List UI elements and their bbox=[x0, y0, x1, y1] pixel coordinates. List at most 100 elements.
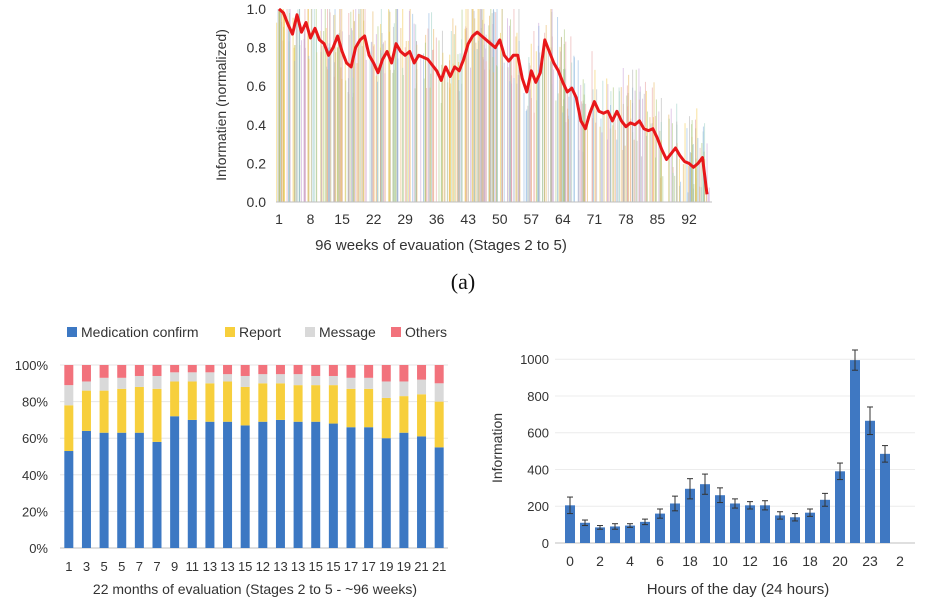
legend-swatch bbox=[305, 327, 315, 337]
stacked-segment-message bbox=[346, 377, 356, 389]
y-tick-label: 40% bbox=[22, 468, 48, 483]
stacked-segment-medication-confirm bbox=[152, 441, 162, 548]
stacked-segment-others bbox=[293, 365, 303, 375]
hour-bar bbox=[595, 527, 605, 543]
stacked-segment-report bbox=[328, 385, 338, 424]
y-tick-label: 0.4 bbox=[247, 117, 267, 133]
stacked-segment-others bbox=[328, 365, 338, 376]
stacked-segment-report bbox=[275, 383, 285, 420]
chart-c-x-axis-label: Hours of the day (24 hours) bbox=[647, 581, 830, 598]
x-tick-label: 8 bbox=[307, 211, 315, 227]
hour-bar bbox=[565, 505, 575, 543]
hour-bar bbox=[865, 420, 875, 543]
figure-caption-a: (a) bbox=[451, 269, 475, 294]
x-tick-label: 85 bbox=[650, 211, 666, 227]
hour-bar bbox=[835, 471, 845, 543]
y-tick-label: 0.0 bbox=[247, 194, 267, 210]
x-tick-label: 92 bbox=[681, 211, 697, 227]
stacked-segment-report bbox=[152, 388, 162, 442]
stacked-segment-medication-confirm bbox=[399, 432, 409, 548]
y-tick-label: 100% bbox=[15, 358, 49, 373]
stacked-segment-others bbox=[417, 365, 427, 380]
chart-c-y-axis-label: Information bbox=[489, 413, 505, 483]
x-tick-label: 15 bbox=[326, 559, 340, 574]
stacked-segment-message bbox=[223, 374, 233, 382]
y-tick-label: 200 bbox=[527, 499, 549, 514]
stacked-segment-message bbox=[99, 377, 109, 391]
stacked-segment-medication-confirm bbox=[381, 438, 391, 548]
stacked-segment-medication-confirm bbox=[187, 419, 197, 548]
stacked-segment-others bbox=[381, 365, 391, 382]
stacked-segment-message bbox=[81, 381, 91, 391]
stacked-segment-report bbox=[399, 396, 409, 433]
y-tick-label: 0% bbox=[29, 541, 48, 556]
stacked-segment-medication-confirm bbox=[81, 430, 91, 548]
stacked-segment-medication-confirm bbox=[258, 421, 268, 548]
stacked-segment-others bbox=[240, 365, 250, 376]
x-tick-label: 13 bbox=[291, 559, 305, 574]
stacked-segment-medication-confirm bbox=[99, 432, 109, 548]
stacked-segment-others bbox=[223, 365, 233, 375]
x-tick-label: 4 bbox=[626, 553, 634, 569]
stacked-segment-medication-confirm bbox=[328, 423, 338, 548]
stacked-segment-report bbox=[99, 390, 109, 433]
stacked-segment-report bbox=[434, 401, 444, 448]
x-tick-label: 1 bbox=[65, 559, 72, 574]
legend-label: Medication confirm bbox=[81, 324, 199, 340]
hour-bar bbox=[715, 495, 725, 543]
stacked-segment-report bbox=[81, 390, 91, 431]
x-tick-label: 22 bbox=[366, 211, 382, 227]
y-tick-label: 60% bbox=[22, 431, 48, 446]
stacked-segment-message bbox=[434, 383, 444, 402]
hour-bar bbox=[730, 503, 740, 543]
stacked-segment-report bbox=[64, 405, 74, 452]
stacked-segment-others bbox=[346, 365, 356, 378]
chart-a-axes: 0.0 0.2 0.4 0.6 0.8 1.0 1 8 15 22 29 36 43 50 57 64 71 78… bbox=[247, 1, 712, 227]
hour-bar bbox=[700, 484, 710, 543]
stacked-segment-message bbox=[64, 385, 74, 406]
x-tick-label: 3 bbox=[83, 559, 90, 574]
y-tick-label: 0.2 bbox=[247, 155, 267, 171]
x-tick-label: 43 bbox=[460, 211, 476, 227]
chart-b-legend: Medication confirm Report Message Others bbox=[67, 324, 447, 340]
x-tick-label: 18 bbox=[682, 553, 698, 569]
y-tick-label: 20% bbox=[22, 504, 48, 519]
chart-a-y-axis-label: Informatien (normalized) bbox=[213, 29, 229, 181]
stacked-segment-report bbox=[417, 394, 427, 437]
x-tick-label: 2 bbox=[896, 553, 904, 569]
stacked-segment-message bbox=[134, 375, 144, 387]
x-tick-label: 11 bbox=[186, 559, 200, 574]
stacked-segment-medication-confirm bbox=[311, 421, 321, 548]
hour-bar bbox=[610, 526, 620, 543]
x-tick-label: 57 bbox=[524, 211, 540, 227]
stacked-segment-others bbox=[170, 365, 180, 373]
x-tick-label: 19 bbox=[379, 559, 393, 574]
stacked-segment-report bbox=[223, 381, 233, 422]
x-tick-label: 7 bbox=[153, 559, 160, 574]
stacked-segment-report bbox=[117, 388, 127, 433]
hour-bar bbox=[625, 525, 635, 543]
x-tick-label: 29 bbox=[397, 211, 413, 227]
x-tick-label: 7 bbox=[136, 559, 143, 574]
x-tick-label: 12 bbox=[742, 553, 758, 569]
x-tick-label: 5 bbox=[100, 559, 107, 574]
x-tick-label: 78 bbox=[618, 211, 634, 227]
stacked-segment-medication-confirm bbox=[293, 421, 303, 548]
legend-swatch bbox=[391, 327, 401, 337]
x-tick-label: 13 bbox=[220, 559, 234, 574]
stacked-segment-report bbox=[346, 388, 356, 428]
x-tick-label: 15 bbox=[308, 559, 322, 574]
stacked-segment-report bbox=[364, 388, 374, 428]
x-tick-label: 5 bbox=[118, 559, 125, 574]
x-tick-label: 18 bbox=[802, 553, 818, 569]
stacked-segment-others bbox=[99, 365, 109, 378]
y-tick-label: 0.8 bbox=[247, 40, 267, 56]
x-tick-label: 20 bbox=[832, 553, 848, 569]
x-tick-label: 9 bbox=[171, 559, 178, 574]
stacked-segment-message bbox=[258, 374, 268, 384]
stacked-segment-others bbox=[117, 365, 127, 378]
chart-b-axes: 0%20%40%60%80%100%1 3 5 5 7 7 9 11 13 13 15 12 13 13 1… bbox=[15, 358, 448, 574]
x-tick-label: 1 bbox=[275, 211, 283, 227]
stacked-segment-message bbox=[364, 377, 374, 389]
